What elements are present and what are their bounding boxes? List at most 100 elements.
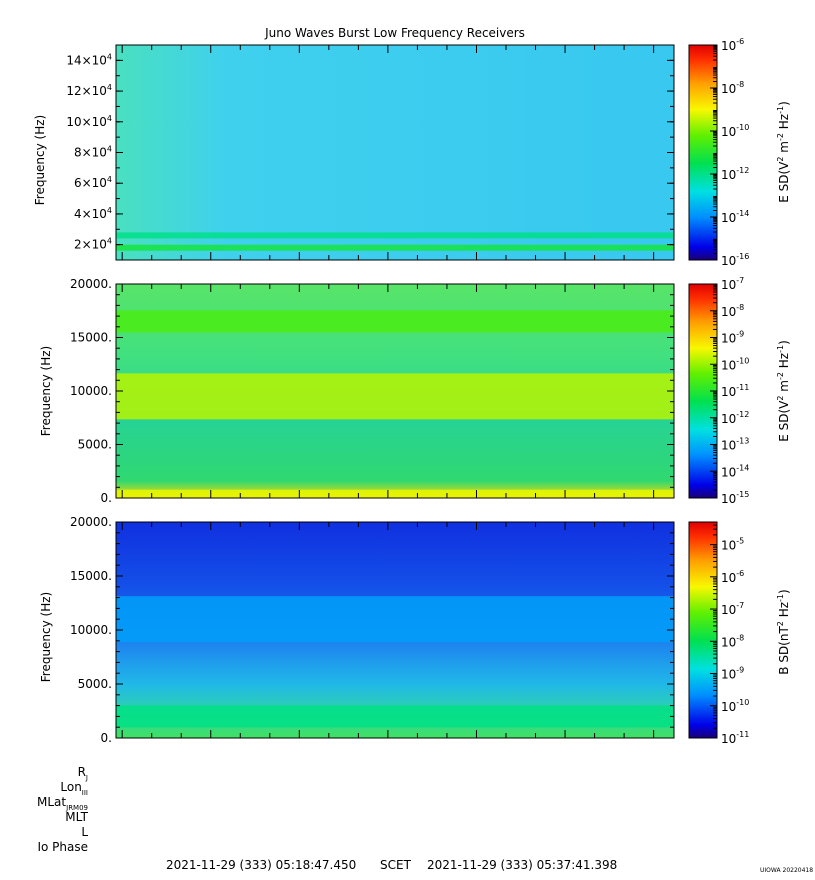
ytick-exponent: 4: [107, 237, 112, 246]
colorbar-tick-base: 10: [721, 305, 736, 319]
ytick-exponent: 4: [107, 145, 112, 154]
colorbar-tick-label: 10-13: [721, 437, 749, 453]
colorbar-label-sup: -2: [776, 372, 785, 380]
colorbar-label-sup: -1: [776, 594, 785, 602]
colorbar-label-sup: 2: [776, 396, 785, 401]
colorbar-tick-label: 10-11: [721, 383, 749, 399]
time-range-scet: SCET: [380, 858, 412, 872]
colorbar-tick-label: 10-8: [721, 303, 744, 319]
colorbar-label-sup: -1: [776, 106, 785, 114]
colorbar-tick-label: 10-6: [721, 569, 744, 585]
ytick-label: 10000.: [70, 623, 112, 637]
ytick-exponent: 4: [107, 83, 112, 92]
ytick-mantissa: 12×10: [66, 84, 107, 98]
colorbar-tick-exp: -7: [736, 276, 744, 285]
ephemeris-label-sub: JRM09: [65, 804, 88, 812]
colorbar-tick-base: 10: [721, 700, 736, 714]
colorbar-label-sup: 2: [776, 621, 785, 626]
colorbar-tick-label: 10-14: [721, 209, 749, 225]
ytick-label: 4×104: [74, 206, 112, 221]
panel-1-ylabel: Frequency (Hz): [33, 115, 47, 206]
colorbar-tick-label: 10-10: [721, 698, 749, 714]
panel-3: 0. 5000. 10000. 15000. 20000. Frequency (Hz): [39, 515, 675, 745]
colorbar-label-text: ): [777, 340, 791, 345]
ytick-label: 0.: [101, 731, 112, 745]
colorbar-tick-exp: -16: [736, 252, 749, 261]
panel-2-colorbar: 10-710-810-910-1010-1110-1210-1310-1410-…: [688, 276, 791, 506]
colorbar-tick-base: 10: [721, 358, 736, 372]
ephemeris-row-label: Io Phase: [37, 840, 88, 854]
ytick-mantissa: 14×10: [66, 53, 107, 67]
ytick-label: 12×104: [66, 83, 112, 98]
colorbar-tick-exp: -8: [736, 633, 744, 642]
colorbar-tick-base: 10: [721, 278, 736, 292]
ytick-mantissa: 10×10: [66, 115, 107, 129]
colorbar-label-text: Hz: [777, 602, 791, 621]
ytick-label: 15000.: [70, 569, 112, 583]
colorbar-label-text: Hz: [777, 353, 791, 372]
colorbar-tick-exp: -12: [736, 410, 749, 419]
colorbar-tick-exp: -12: [736, 166, 749, 175]
colorbar-tick-exp: -10: [736, 123, 749, 132]
ephemeris-label-text: MLat: [37, 795, 66, 809]
colorbar-tick-exp: -11: [736, 383, 749, 392]
colorbar-tick-label: 10-15: [721, 490, 749, 506]
spectral-band: [116, 310, 674, 333]
colorbar-tick-exp: -11: [736, 730, 749, 739]
ytick-exponent: 4: [107, 175, 112, 184]
ytick-mantissa: 2×10: [74, 238, 107, 252]
colorbar-tick-label: 10-8: [721, 80, 744, 96]
colorbar-tick-exp: -15: [736, 490, 749, 499]
ytick-label: 5000.: [78, 677, 112, 691]
ytick-label: 8×104: [74, 145, 112, 160]
colorbar-tick-label: 10-9: [721, 330, 744, 346]
panel-1-background: [116, 45, 674, 260]
ytick-label: 5000.: [78, 438, 112, 452]
colorbar-tick-base: 10: [721, 412, 736, 426]
ephemeris-row-label: MLatJRM09: [37, 795, 88, 812]
ytick-label: 10000.: [70, 384, 112, 398]
colorbar-tick-base: 10: [721, 254, 736, 268]
spectral-band: [116, 232, 674, 239]
ephemeris-label-text: Lon: [60, 780, 81, 794]
time-range-end: 2021-11-29 (333) 05:37:41.398: [427, 858, 617, 872]
colorbar-tick-label: 10-16: [721, 252, 749, 268]
colorbar-tick-base: 10: [721, 539, 736, 553]
colorbar-tick-base: 10: [721, 82, 736, 96]
ephemeris-label-text: R: [78, 765, 86, 779]
colorbar-label-text: ): [777, 101, 791, 106]
colorbar-tick-base: 10: [721, 635, 736, 649]
ytick-label: 6×104: [74, 175, 112, 190]
ephemeris-label-text: MLT: [65, 810, 88, 824]
colorbar-tick-exp: -14: [736, 463, 749, 472]
colorbar-tick-label: 10-5: [721, 537, 744, 553]
panel-2-ylabel: Frequency (Hz): [39, 346, 53, 437]
colorbar-tick-base: 10: [721, 385, 736, 399]
colorbar-tick-base: 10: [721, 465, 736, 479]
colorbar-label-text: m: [777, 380, 791, 396]
ytick-label: 20000.: [70, 277, 112, 291]
panel-3-colorbar-label: B SD(nT2 Hz-1): [776, 589, 791, 674]
colorbar-tick-base: 10: [721, 571, 736, 585]
colorbar-label-sup: -2: [776, 133, 785, 141]
colorbar-tick-label: 10-10: [721, 356, 749, 372]
colorbar-tick-base: 10: [721, 668, 736, 682]
colorbar-tick-base: 10: [721, 492, 736, 506]
panel-3-y-ticks: 0. 5000. 10000. 15000. 20000.: [70, 515, 674, 745]
colorbar-tick-label: 10-6: [721, 37, 744, 53]
panel-2-spectral-features: [116, 310, 674, 498]
panel-3-ylabel: Frequency (Hz): [39, 592, 53, 683]
colorbar-tick-label: 10-10: [721, 123, 749, 139]
spectral-band: [116, 705, 674, 728]
colorbar-tick-exp: -8: [736, 80, 744, 89]
panel-2: 0. 5000. 10000. 15000. 20000. Frequency (Hz): [39, 277, 675, 505]
ephemeris-row-label: LonIII: [60, 780, 88, 797]
colorbar-tick-label: 10-8: [721, 633, 744, 649]
ytick-label: 0.: [101, 491, 112, 505]
